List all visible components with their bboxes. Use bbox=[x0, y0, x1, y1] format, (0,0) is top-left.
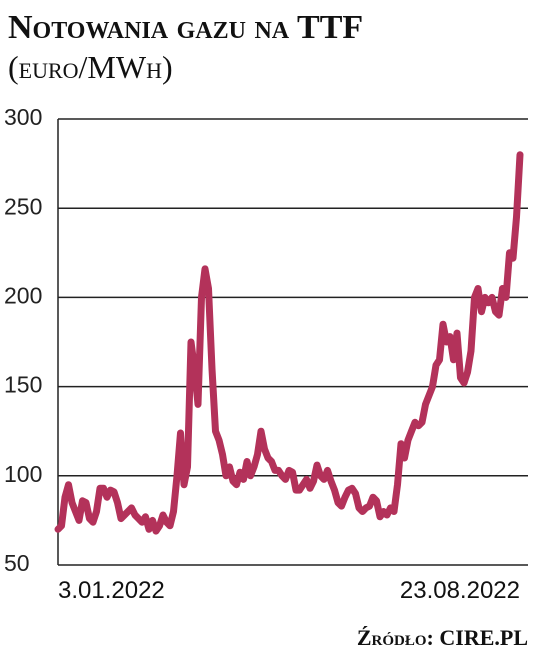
y-tick-label: 100 bbox=[4, 461, 42, 487]
x-tick-label: 3.01.2022 bbox=[58, 577, 165, 604]
series-line bbox=[54, 151, 524, 535]
y-tick-label: 250 bbox=[4, 193, 42, 219]
y-tick-label: 300 bbox=[4, 104, 42, 130]
y-tick-label: 50 bbox=[4, 550, 30, 576]
x-tick-label: 23.08.2022 bbox=[400, 577, 520, 604]
y-tick-label: 150 bbox=[4, 372, 42, 398]
chart-title: Notowania gazu na TTF bbox=[8, 9, 363, 46]
chart-subtitle: (euro/MWh) bbox=[8, 49, 173, 85]
y-tick-label: 200 bbox=[4, 282, 42, 308]
source: Źródło: CIRE.PL bbox=[357, 625, 528, 650]
